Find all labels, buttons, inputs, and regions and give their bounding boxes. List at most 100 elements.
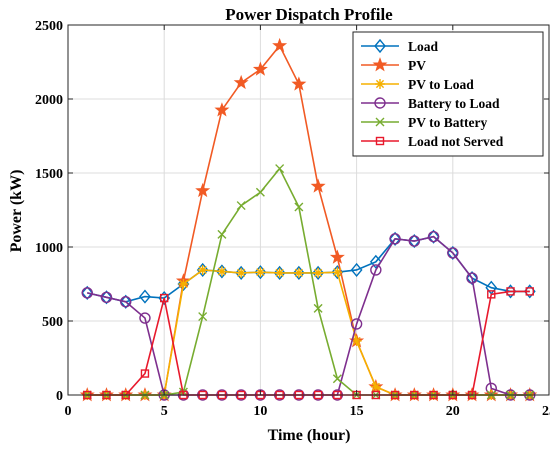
- data-point-pv-to-load: [293, 267, 304, 278]
- data-point-load: [369, 254, 382, 269]
- series-pv-to-battery: [82, 164, 535, 400]
- legend-marker-load-not-served: [375, 136, 385, 146]
- data-point-pv-to-load: [197, 264, 208, 275]
- legend-marker-pv: [372, 57, 388, 72]
- data-point-battery-to-load: [100, 291, 113, 304]
- legend-label-pv-to-load: PV to Load: [408, 77, 474, 92]
- data-point-load: [292, 265, 305, 280]
- data-point-pv-to-battery: [313, 303, 323, 313]
- data-point-load: [139, 289, 151, 304]
- data-point-battery-to-load: [447, 247, 459, 259]
- axes: 0 5 10 15 20 25 0 500 1000 1500 2000 2500: [35, 19, 550, 419]
- data-point-battery-to-load: [408, 235, 421, 247]
- series-load: [81, 229, 536, 309]
- data-point-pv-to-load: [178, 279, 189, 289]
- y-tick-label: 2500: [35, 19, 63, 34]
- data-point-load: [216, 264, 228, 279]
- data-point-pv-to-battery: [294, 202, 304, 212]
- y-tick-label: 500: [42, 315, 63, 330]
- legend: Load PV PV to Load Battery to Load PV to Bat…: [352, 31, 544, 157]
- x-tick-label: 20: [446, 404, 460, 419]
- data-point-battery-to-load: [120, 296, 132, 308]
- data-point-pv-to-load: [216, 266, 227, 277]
- data-point-battery-to-load: [389, 233, 401, 245]
- data-point-load-not-served: [506, 287, 515, 296]
- series-line-load-not-served: [87, 290, 530, 396]
- data-point-load: [100, 290, 113, 305]
- y-axis-label: Power (kW): [8, 170, 25, 253]
- series-line-pv-to-battery: [87, 167, 530, 396]
- data-point-pv-to-load: [255, 267, 266, 278]
- x-tick-label: 15: [350, 404, 364, 419]
- legend-marker-load: [374, 38, 386, 54]
- y-tick-label: 1500: [35, 167, 63, 182]
- data-point-load: [254, 265, 267, 280]
- data-point-pv: [252, 61, 268, 76]
- data-point-load: [235, 265, 248, 280]
- data-point-pv: [272, 37, 288, 53]
- data-point-pv: [233, 74, 249, 90]
- data-point-pv-to-load: [370, 381, 381, 392]
- data-point-pv-to-load: [313, 267, 324, 278]
- data-point-load: [312, 265, 325, 280]
- data-point-load: [427, 229, 440, 244]
- chart-title: Power Dispatch Profile: [225, 5, 393, 24]
- data-point-load: [466, 270, 478, 286]
- data-point-pv: [214, 102, 230, 117]
- data-point-pv: [329, 249, 345, 264]
- data-point-pv-to-battery: [255, 187, 265, 197]
- plot-frame: [67, 24, 550, 396]
- y-tick-label: 2000: [35, 93, 63, 108]
- x-tick-label: 25: [542, 404, 550, 419]
- data-point-battery-to-load: [139, 312, 151, 324]
- y-tick-label: 1000: [35, 241, 63, 256]
- legend-label-load-not-served: Load not Served: [408, 134, 504, 149]
- data-point-pv: [195, 182, 211, 198]
- data-point-battery-to-load: [370, 264, 382, 276]
- data-point-pv-to-battery: [198, 312, 208, 322]
- data-point-load: [81, 285, 94, 300]
- legend-label-load: Load: [408, 39, 439, 54]
- data-point-battery-to-load: [466, 272, 478, 284]
- data-point-pv-to-battery: [217, 229, 227, 239]
- legend-marker-pv-to-battery: [375, 117, 385, 127]
- data-point-load: [408, 233, 421, 249]
- x-tick-label: 10: [253, 404, 267, 419]
- series-pv-to-load: [82, 264, 535, 400]
- legend-marker-pv-to-load: [375, 79, 385, 89]
- data-point-battery-to-load: [81, 287, 93, 299]
- data-point-pv-to-load: [351, 335, 362, 346]
- x-tick-label: 0: [65, 404, 72, 419]
- data-point-load-not-served: [525, 287, 534, 296]
- series-line-load: [87, 235, 530, 303]
- data-point-load-not-served: [159, 293, 169, 303]
- data-point-pv-to-load: [274, 267, 285, 278]
- data-point-load-not-served: [487, 290, 496, 299]
- data-point-load: [389, 231, 401, 246]
- legend-marker-battery-to-load: [374, 97, 386, 109]
- series-line-pv-to-load: [87, 269, 530, 396]
- legend-label-pv-to-battery: PV to Battery: [408, 115, 487, 130]
- data-point-pv: [310, 178, 326, 193]
- legend-label-pv: PV: [408, 58, 426, 73]
- data-point-pv-to-battery: [332, 374, 342, 384]
- legend-box: [352, 31, 544, 157]
- data-point-load: [350, 262, 363, 278]
- data-point-pv-to-battery: [275, 164, 285, 174]
- x-tick-label: 5: [161, 404, 168, 419]
- data-point-load: [273, 265, 286, 280]
- x-axis-label: Time (hour): [268, 427, 351, 444]
- data-point-load-not-served: [140, 369, 150, 378]
- data-point-battery-to-load: [427, 230, 440, 243]
- legend-label-battery-to-load: Battery to Load: [408, 96, 500, 111]
- y-tick-label: 0: [56, 389, 63, 404]
- data-point-load: [196, 262, 209, 278]
- data-point-load: [119, 294, 132, 309]
- data-point-battery-to-load: [485, 382, 497, 395]
- data-point-pv: [291, 76, 307, 91]
- data-point-pv-to-battery: [236, 201, 246, 211]
- data-point-pv-to-load: [236, 267, 247, 278]
- data-point-battery-to-load: [350, 318, 363, 330]
